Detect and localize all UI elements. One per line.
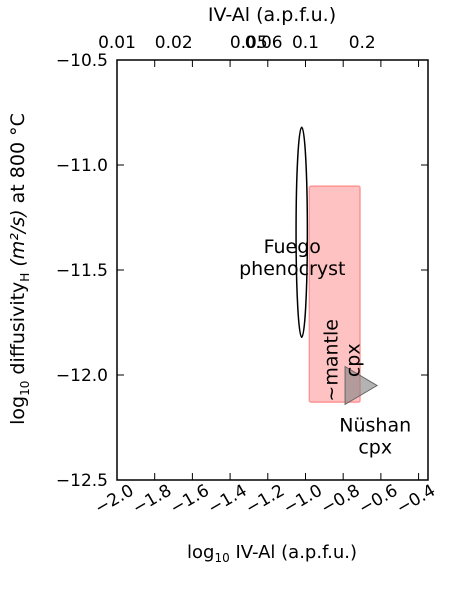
y-axis-label-log: log: [7, 396, 29, 425]
top-tick-label: 0.05: [230, 33, 268, 53]
y-axis-label-end: at 800 °C: [7, 113, 29, 209]
x-axis-label-sub: 10: [214, 551, 229, 565]
annotation-line: Nüshan: [339, 415, 411, 437]
annotation-label: Nüshan cpx: [339, 415, 411, 459]
fuego-phenocryst-ellipse: [295, 126, 309, 338]
x-axis-label-rest: IV-Al (a.p.f.u.): [230, 542, 357, 563]
annotation-label: ~mantlecpx: [321, 319, 365, 402]
x-axis-label-log: log: [187, 542, 214, 563]
top-tick-label: 0.02: [155, 33, 193, 53]
top-tick-label: 0.06: [245, 33, 283, 53]
y-axis-label-mid: diffusivity: [7, 282, 29, 381]
y-axis-label-sub: 10: [18, 381, 32, 396]
top-tick-label: 0.01: [98, 33, 136, 53]
y-tick-label: −11.0: [56, 156, 108, 176]
annotation-label: Fuego phenocryst: [239, 236, 345, 280]
x-tick-label: −0.4: [393, 481, 439, 519]
annotation-line: phenocryst: [239, 258, 345, 280]
x-axis-label: log10 IV-Al (a.p.f.u.): [187, 542, 357, 565]
y-axis-label: log10 diffusivityH (m²/s) at 800 °C: [7, 113, 32, 425]
top-axis-label: IV-Al (a.p.f.u.): [208, 4, 336, 26]
top-tick-label: 0.2: [349, 33, 376, 53]
annotation-line: ~mantle: [321, 319, 343, 402]
top-tick-label: 0.1: [292, 33, 319, 53]
nushan-cpx-marker: [344, 365, 379, 406]
annotation-line: cpx: [358, 437, 392, 459]
chart-shapes: [295, 126, 379, 406]
y-tick-label: −12.5: [56, 471, 108, 491]
y-axis-label-sub2: H: [18, 273, 32, 282]
y-tick-label: −10.5: [56, 51, 108, 71]
mantle-cpx-region: [308, 185, 361, 404]
y-axis-label-math: (m²/s): [7, 209, 29, 272]
annotation-line: Fuego: [264, 236, 321, 258]
annotation-line: cpx: [342, 343, 364, 377]
y-tick-label: −11.5: [56, 261, 108, 281]
y-tick-label: −12.0: [56, 366, 108, 386]
